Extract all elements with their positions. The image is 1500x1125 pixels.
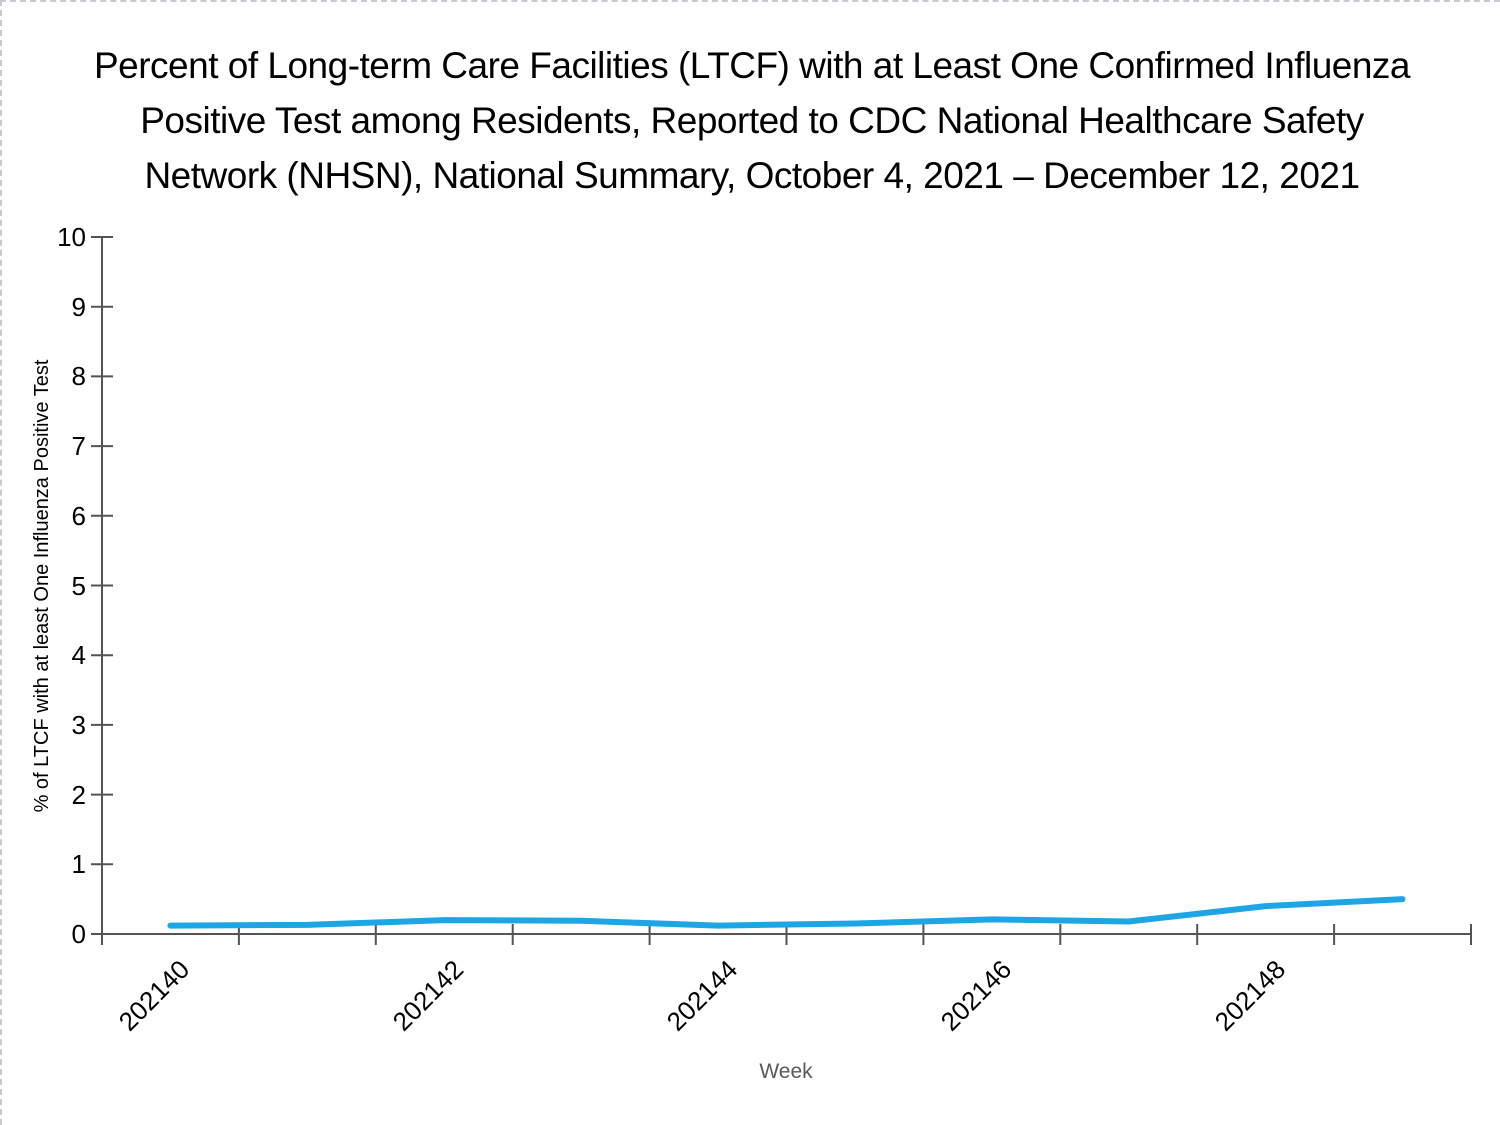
y-tick-label-9: 9	[71, 291, 86, 322]
chart-title-line-3: Network (NHSN), National Summary, Octobe…	[144, 155, 1360, 196]
x-axis-title: Week	[759, 1060, 813, 1083]
y-tick-label-10: 10	[57, 222, 86, 252]
chart-title: Percent of Long-term Care Facilities (LT…	[2, 38, 1500, 203]
y-tick-label-3: 3	[71, 709, 86, 740]
y-tick-label-8: 8	[71, 361, 86, 392]
y-tick-label-6: 6	[71, 500, 86, 531]
data-line-pct-ltcf-positive	[167, 896, 1406, 929]
y-tick-label-4: 4	[71, 640, 86, 671]
chart-title-line-2: Positive Test among Residents, Reported …	[140, 100, 1364, 141]
y-tick-label-7: 7	[71, 431, 86, 462]
y-tick-label-1: 1	[71, 849, 86, 880]
y-tick-label-0: 0	[71, 919, 86, 949]
y-tick-label-2: 2	[71, 779, 86, 810]
chart-title-line-1: Percent of Long-term Care Facilities (LT…	[93, 45, 1411, 86]
y-tick-label-5: 5	[71, 570, 86, 601]
y-axis-title: % of LTCF with at least One Influenza Po…	[31, 359, 53, 813]
